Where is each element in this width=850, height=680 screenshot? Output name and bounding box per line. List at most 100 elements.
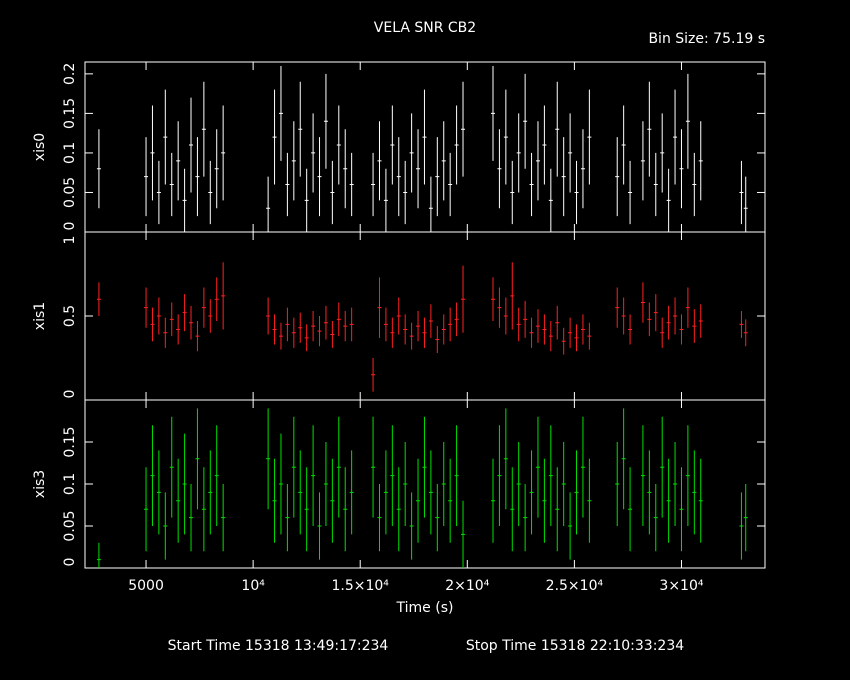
error-point	[448, 458, 453, 543]
error-point	[542, 314, 547, 345]
error-point	[349, 152, 354, 217]
panel-frame	[84, 61, 766, 233]
error-point	[679, 314, 684, 345]
error-point	[647, 81, 652, 177]
y-tick-label: 0.2	[62, 63, 78, 85]
error-point	[416, 310, 421, 342]
error-point	[144, 287, 149, 328]
error-point	[510, 262, 515, 330]
error-point	[698, 121, 703, 201]
error-point	[291, 121, 296, 201]
error-point	[660, 113, 665, 193]
error-point	[510, 160, 515, 225]
error-point	[311, 310, 316, 342]
y-axis-label: xis0	[32, 133, 48, 161]
error-point	[390, 425, 395, 526]
error-point	[390, 105, 395, 185]
error-point	[214, 277, 219, 322]
error-point	[692, 450, 697, 535]
error-point	[580, 129, 585, 209]
error-point	[409, 492, 414, 560]
error-point	[615, 287, 620, 328]
error-point	[523, 73, 528, 169]
error-point	[615, 442, 620, 526]
error-point	[163, 89, 168, 185]
error-point	[96, 542, 101, 568]
error-point	[403, 160, 408, 225]
error-point	[156, 450, 161, 535]
x-tick-label: 3×10⁴	[659, 578, 703, 594]
error-point	[189, 484, 194, 552]
error-point	[176, 121, 181, 201]
error-point	[666, 168, 671, 232]
error-point	[529, 317, 534, 348]
error-point	[390, 317, 395, 348]
error-point	[221, 484, 226, 552]
error-point	[409, 113, 414, 193]
error-point	[343, 129, 348, 209]
error-point	[535, 309, 540, 343]
y-tick-label: 0.15	[62, 98, 78, 129]
error-point	[647, 450, 652, 535]
error-point	[428, 450, 433, 535]
error-point	[266, 176, 271, 232]
error-point	[428, 304, 433, 338]
error-point	[272, 458, 277, 543]
error-point	[653, 152, 658, 217]
error-point	[698, 304, 703, 338]
error-point	[435, 326, 440, 353]
error-point	[743, 319, 748, 347]
error-point	[628, 160, 633, 225]
error-point	[542, 458, 547, 543]
error-point	[743, 484, 748, 552]
error-point	[169, 302, 174, 337]
error-point	[221, 105, 226, 201]
error-point	[568, 317, 573, 348]
chart-title: VELA SNR CB2	[374, 20, 476, 36]
error-point	[497, 425, 502, 526]
error-point	[568, 113, 573, 193]
error-point	[640, 121, 645, 201]
y-axis-label: xis1	[32, 302, 48, 330]
error-point	[441, 314, 446, 345]
error-point	[461, 81, 466, 177]
error-point	[685, 287, 690, 328]
error-point	[542, 105, 547, 185]
error-point	[278, 65, 283, 161]
error-point	[304, 168, 309, 232]
error-point	[150, 425, 155, 526]
x-tick-label: 1.5×10⁴	[332, 578, 390, 594]
error-point	[454, 425, 459, 526]
error-point	[660, 416, 665, 518]
error-point	[491, 458, 495, 543]
error-point	[516, 307, 521, 342]
error-point	[214, 425, 219, 526]
error-point	[298, 81, 303, 177]
error-point	[416, 458, 421, 543]
error-point	[377, 277, 382, 338]
error-point	[673, 89, 678, 185]
error-point	[163, 492, 168, 560]
x-tick-label: 5000	[128, 578, 164, 594]
error-point	[692, 309, 697, 343]
error-point	[156, 297, 161, 335]
error-point	[435, 137, 440, 217]
x-tick-label: 2×10⁴	[445, 578, 489, 594]
error-point	[510, 467, 515, 552]
error-point	[555, 305, 560, 340]
error-point	[304, 467, 309, 552]
error-point	[377, 121, 382, 201]
error-point	[491, 65, 495, 161]
error-point	[377, 484, 382, 552]
error-point	[163, 317, 168, 348]
error-point	[169, 152, 174, 217]
error-point	[311, 425, 316, 526]
x-axis-label: Time (s)	[396, 600, 454, 616]
error-point	[336, 302, 341, 337]
error-point	[454, 302, 459, 337]
error-point	[653, 294, 658, 332]
error-point	[383, 450, 388, 535]
error-point	[422, 89, 427, 185]
error-point	[336, 416, 341, 518]
